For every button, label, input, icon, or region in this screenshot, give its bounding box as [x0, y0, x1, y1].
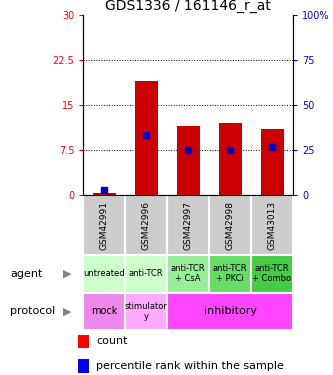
Text: percentile rank within the sample: percentile rank within the sample — [96, 361, 284, 371]
Text: agent: agent — [10, 269, 42, 279]
Text: GSM43013: GSM43013 — [267, 200, 277, 250]
Bar — [167, 195, 209, 255]
Text: ▶: ▶ — [63, 269, 72, 279]
Bar — [176, 126, 200, 195]
Text: GSM42998: GSM42998 — [225, 201, 235, 249]
Text: mock: mock — [91, 306, 118, 316]
Bar — [167, 255, 209, 292]
Bar — [125, 292, 167, 330]
Bar — [260, 129, 284, 195]
Bar — [78, 359, 89, 373]
Bar — [93, 193, 116, 195]
Text: GSM42991: GSM42991 — [100, 201, 109, 249]
Bar — [83, 292, 125, 330]
Bar — [251, 255, 293, 292]
Text: inhibitory: inhibitory — [203, 306, 257, 316]
Bar — [218, 123, 242, 195]
Bar — [125, 255, 167, 292]
Bar — [209, 195, 251, 255]
Text: ▶: ▶ — [63, 306, 72, 316]
Text: count: count — [96, 336, 128, 346]
Bar — [251, 195, 293, 255]
Text: anti-TCR
+ PKCi: anti-TCR + PKCi — [213, 264, 247, 284]
Bar — [167, 292, 293, 330]
Text: GSM42997: GSM42997 — [183, 201, 193, 249]
Bar — [78, 334, 89, 348]
Text: anti-TCR: anti-TCR — [129, 269, 164, 278]
Text: GSM42996: GSM42996 — [142, 201, 151, 249]
Text: anti-TCR
+ CsA: anti-TCR + CsA — [171, 264, 205, 284]
Bar — [83, 255, 125, 292]
Bar — [209, 255, 251, 292]
Text: protocol: protocol — [10, 306, 55, 316]
Bar — [125, 195, 167, 255]
Title: GDS1336 / 161146_r_at: GDS1336 / 161146_r_at — [105, 0, 271, 13]
Text: anti-TCR
+ Combo: anti-TCR + Combo — [252, 264, 292, 284]
Text: stimulator
y: stimulator y — [125, 302, 167, 321]
Bar — [83, 195, 125, 255]
Bar — [135, 81, 158, 195]
Text: untreated: untreated — [83, 269, 125, 278]
